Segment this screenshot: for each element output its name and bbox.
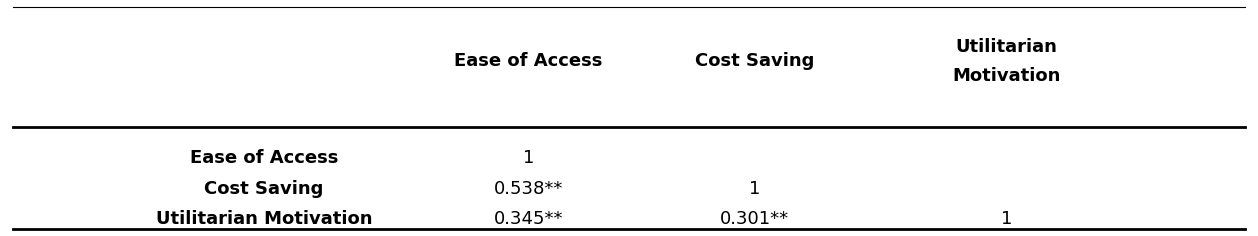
Text: 1: 1 (1000, 211, 1013, 228)
Text: 0.345**: 0.345** (493, 211, 564, 228)
Text: Ease of Access: Ease of Access (454, 52, 603, 70)
Text: 1: 1 (522, 149, 535, 167)
Text: 0.301**: 0.301** (721, 211, 789, 228)
Text: Cost Saving: Cost Saving (696, 52, 814, 70)
Text: Ease of Access: Ease of Access (190, 149, 338, 167)
Text: Utilitarian Motivation: Utilitarian Motivation (156, 211, 372, 228)
Text: Utilitarian
Motivation: Utilitarian Motivation (952, 38, 1060, 85)
Text: Cost Saving: Cost Saving (205, 180, 323, 198)
Text: 1: 1 (749, 180, 761, 198)
Text: 0.538**: 0.538** (493, 180, 564, 198)
